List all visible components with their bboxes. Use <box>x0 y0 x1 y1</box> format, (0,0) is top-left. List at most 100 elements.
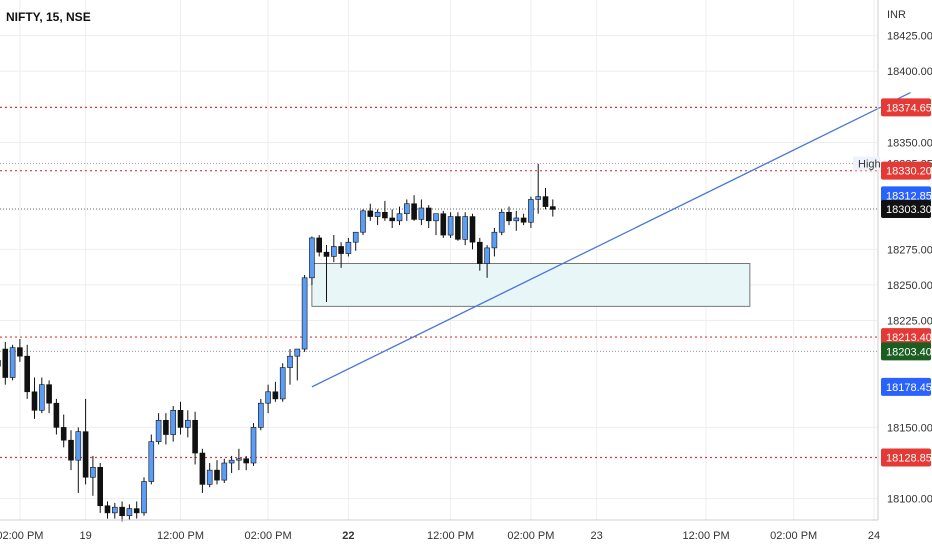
candle-body[interactable] <box>447 216 454 236</box>
candle-body[interactable] <box>38 384 45 411</box>
candle-body[interactable] <box>155 419 162 442</box>
candle-body[interactable] <box>75 431 82 461</box>
candle-body[interactable] <box>301 277 308 350</box>
candle-body[interactable] <box>53 402 60 428</box>
candle-body[interactable] <box>469 216 476 243</box>
candle-body[interactable] <box>206 469 213 485</box>
demand-zone[interactable] <box>311 263 751 307</box>
candle-body[interactable] <box>148 441 155 482</box>
candle-body[interactable] <box>243 458 249 464</box>
candle-body[interactable] <box>24 355 31 393</box>
candle-body[interactable] <box>330 246 337 257</box>
candle-body[interactable] <box>185 419 191 428</box>
candle-body[interactable] <box>345 241 352 254</box>
candle-body[interactable] <box>309 237 315 279</box>
candle-body[interactable] <box>250 427 257 464</box>
candle-body[interactable] <box>90 466 96 478</box>
candle-body[interactable] <box>97 466 103 507</box>
candle-body[interactable] <box>257 402 264 428</box>
candle-body[interactable] <box>374 211 381 217</box>
candle-body[interactable] <box>141 481 147 514</box>
candle-body[interactable] <box>382 211 388 219</box>
candle-body[interactable] <box>433 213 439 222</box>
price-tag[interactable] <box>881 186 931 205</box>
candle-body[interactable] <box>112 506 118 514</box>
price-tag[interactable] <box>881 377 931 396</box>
candle-body[interactable] <box>265 391 271 404</box>
candle-body[interactable] <box>455 216 461 240</box>
candle-body[interactable] <box>82 431 89 478</box>
candle-body[interactable] <box>528 199 534 223</box>
x-tick-label: 23 <box>590 530 602 542</box>
candle-body[interactable] <box>9 347 16 378</box>
candle-body[interactable] <box>60 427 67 441</box>
candle-body[interactable] <box>17 347 23 357</box>
candle-body[interactable] <box>170 410 176 435</box>
price-tag[interactable] <box>881 199 931 218</box>
candle-body[interactable] <box>199 452 206 485</box>
candle-body[interactable] <box>316 237 323 253</box>
x-tick-label: 02:00 PM <box>507 530 554 542</box>
candle-body[interactable] <box>31 391 38 411</box>
x-tick-label: 02:00 PM <box>770 530 817 542</box>
price-tag[interactable] <box>881 342 931 361</box>
candle-body[interactable] <box>396 213 403 222</box>
price-tag[interactable] <box>881 98 931 117</box>
candle-body[interactable] <box>192 419 198 454</box>
candle-body[interactable] <box>287 355 293 368</box>
candle-body[interactable] <box>163 419 169 435</box>
price-tag[interactable] <box>881 328 931 347</box>
price-tag-text: 18312.85 <box>886 190 932 202</box>
candle-body[interactable] <box>214 469 220 481</box>
trendline[interactable] <box>311 92 911 388</box>
candle-body[interactable] <box>418 207 425 220</box>
candle-body[interactable] <box>279 367 286 400</box>
y-tick-label: 18425.00 <box>887 31 932 43</box>
candle-body[interactable] <box>236 458 242 461</box>
candle-body[interactable] <box>411 203 417 220</box>
candle-body[interactable] <box>462 216 469 240</box>
y-tick-label: 18400.00 <box>887 66 932 78</box>
price-tag-text: 18178.45 <box>886 382 932 394</box>
candle-body[interactable] <box>352 231 359 243</box>
candle-body[interactable] <box>549 206 556 210</box>
price-tag-text: 18213.40 <box>886 332 932 344</box>
y-tick-label: 18100.00 <box>887 494 932 506</box>
candle-body[interactable] <box>491 231 498 249</box>
candle-body[interactable] <box>535 196 542 200</box>
price-tag[interactable] <box>881 448 931 467</box>
candle-body[interactable] <box>294 348 301 357</box>
chart-title: NIFTY, 15, NSE <box>6 10 91 24</box>
candle-body[interactable] <box>440 213 447 236</box>
candle-body[interactable] <box>221 462 228 481</box>
x-tick-label: 02:00 PM <box>0 530 43 542</box>
candle-body[interactable] <box>104 505 111 514</box>
candle-body[interactable] <box>367 210 374 217</box>
candle-body[interactable] <box>46 384 52 404</box>
candle-body[interactable] <box>228 459 235 464</box>
candle-body[interactable] <box>425 207 432 222</box>
candle-body[interactable] <box>484 247 490 264</box>
candle-body[interactable] <box>520 217 527 223</box>
candle-body[interactable] <box>323 251 330 257</box>
candle-body[interactable] <box>338 246 344 254</box>
price-tag[interactable] <box>881 161 931 180</box>
candle-body[interactable] <box>133 508 140 514</box>
candle-body[interactable] <box>498 211 505 233</box>
candle-body[interactable] <box>542 196 549 207</box>
plot-area[interactable] <box>0 0 877 520</box>
candle-body[interactable] <box>403 203 410 214</box>
candle-body[interactable] <box>360 210 366 233</box>
candle-body[interactable] <box>506 211 512 222</box>
candle-body[interactable] <box>177 410 184 428</box>
candle-body[interactable] <box>68 439 74 461</box>
candle-body[interactable] <box>476 241 483 264</box>
candle-body[interactable] <box>2 348 9 378</box>
candle-body[interactable] <box>272 391 279 400</box>
candle-body[interactable] <box>389 217 396 222</box>
candle-body[interactable] <box>0 360 1 367</box>
candle-body[interactable] <box>119 506 125 517</box>
candle-body[interactable] <box>513 217 520 222</box>
candle-body[interactable] <box>126 508 133 517</box>
